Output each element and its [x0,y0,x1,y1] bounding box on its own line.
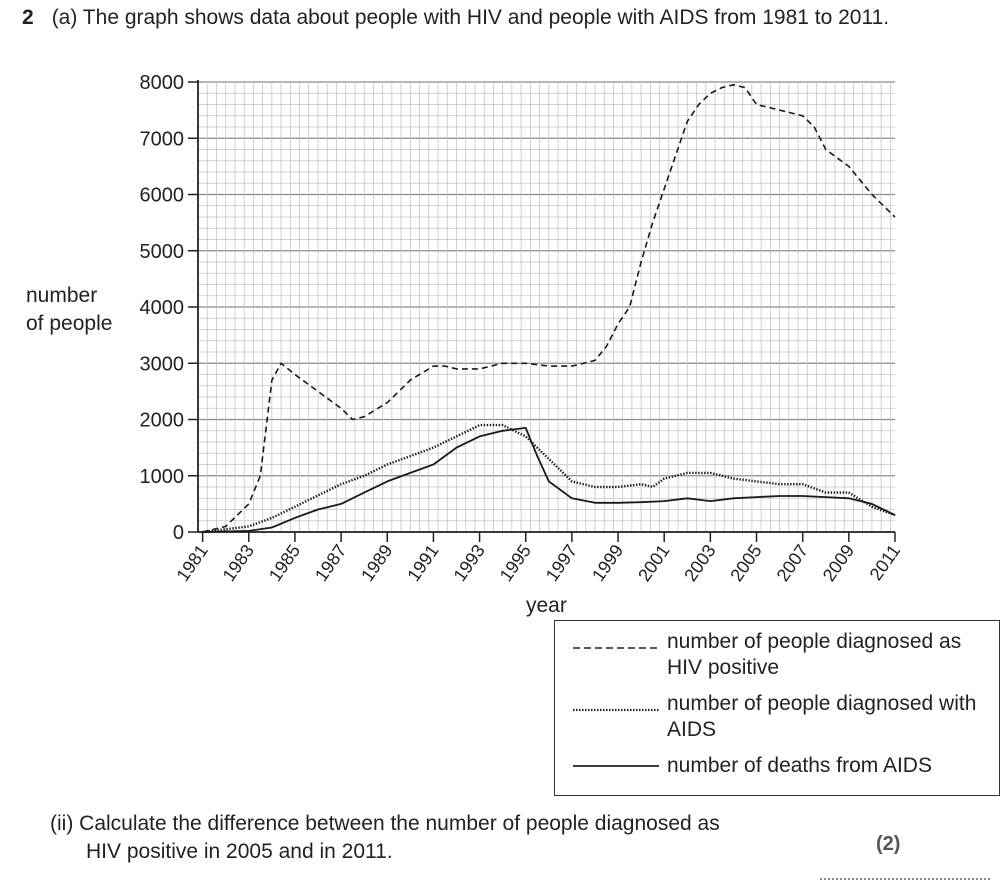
x-tick-label: 2007 [773,541,812,585]
legend-label-hiv: number of people diagnosed as HIV positi… [667,630,962,679]
legend-swatch-hiv [573,647,659,649]
legend-swatch-aids [573,708,659,712]
legend-item-deaths: number of deaths from AIDS [555,753,995,783]
subquestion-ii-line2: HIV positive in 2005 and in 2011. [86,840,393,863]
y-axis-label-line2: of people [26,312,113,335]
legend-label-aids: number of people diagnosed with AIDS [667,692,977,741]
x-tick-label: 1981 [173,541,212,585]
y-tick-label: 3000 [140,353,185,375]
y-tick-label: 7000 [140,128,185,150]
x-tick-label: 2001 [634,541,673,585]
x-tick-label: 1995 [496,541,535,585]
series-line-aids-deaths [202,426,896,533]
chart-legend: number of people diagnosed as HIV positi… [554,620,1000,796]
legend-item-aids: number of people diagnosed with AIDS [555,691,995,747]
legend-label-deaths: number of deaths from AIDS [667,754,932,777]
y-tick-label: 4000 [140,297,185,319]
legend-item-hiv: number of people diagnosed as HIV positi… [555,629,995,685]
marks-label: (2) [876,833,901,855]
question-part-a-text: (a) The graph shows data about people wi… [51,6,890,29]
x-tick-label: 1987 [311,541,350,585]
x-tick-label: 1983 [219,541,258,585]
y-tick-label: 0 [173,522,184,544]
question-heading: 2 (a) The graph shows data about people w… [22,6,889,30]
x-tick-label: 1985 [265,541,304,585]
answer-dotted-line[interactable] [820,878,990,880]
question-number: 2 [22,6,34,29]
x-tick-label: 2011 [866,541,905,584]
x-tick-label: 2009 [819,541,858,585]
x-axis-label: year [526,594,567,617]
x-tick-label: 1991 [403,541,442,585]
x-tick-label: 2003 [680,541,719,585]
x-tick-label: 1989 [357,541,396,585]
y-tick-label: 6000 [140,185,185,207]
y-tick-label: 5000 [140,241,185,263]
x-tick-label: 1993 [449,541,488,585]
x-tick-label: 2005 [726,541,765,585]
series-line-aids-diagnosed [202,423,896,534]
x-tick-label: 1997 [542,541,581,585]
x-tick-label: 1999 [588,541,627,585]
y-tick-label: 8000 [140,72,185,94]
subquestion-ii: (ii) Calculate the difference between th… [50,810,810,866]
y-axis-label-line1: number [26,284,98,307]
y-tick-label: 2000 [140,410,185,432]
subquestion-ii-line1: (ii) Calculate the difference between th… [50,812,720,835]
series-line-hiv-positive [202,84,896,533]
legend-swatch-deaths [573,765,659,767]
y-tick-label: 1000 [140,466,185,488]
y-axis-label: number of people [26,282,112,338]
